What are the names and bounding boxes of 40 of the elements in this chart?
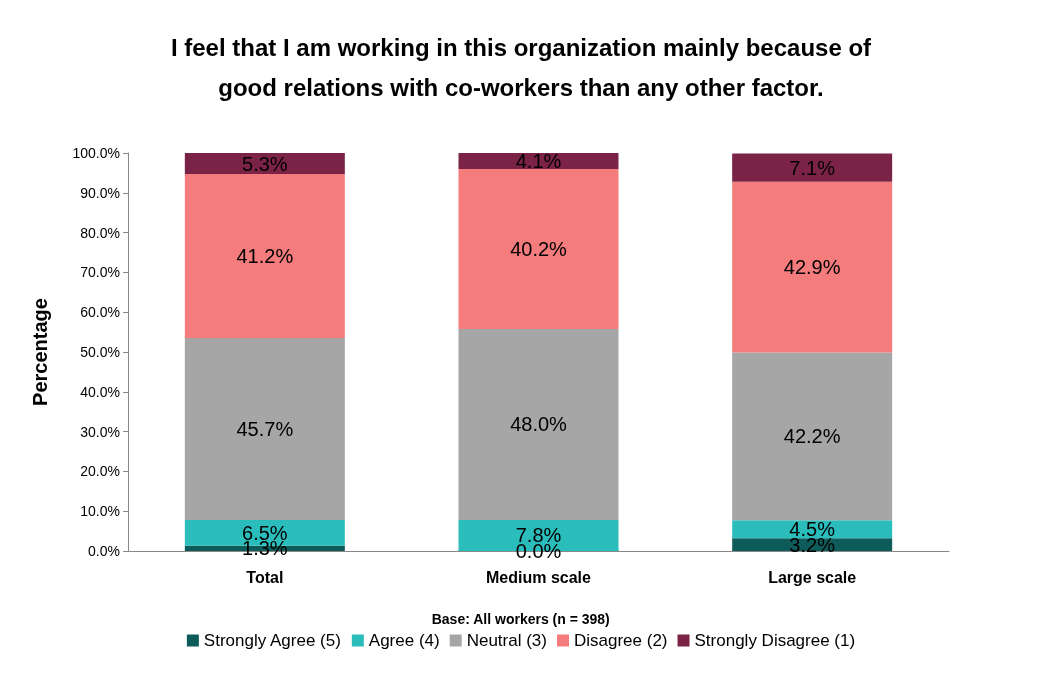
data-label: 41.2% <box>236 245 294 268</box>
legend-label: Disagree (2) <box>573 631 668 650</box>
bar <box>458 168 619 329</box>
legend-label: Strongly Disagree (1) <box>694 631 856 650</box>
bar <box>184 153 345 175</box>
bar <box>458 328 619 520</box>
legend-label: Neutral (3) <box>466 631 547 650</box>
data-label: 42.2% <box>783 425 841 448</box>
y-axis-title: Percentage <box>29 298 51 406</box>
bar <box>184 174 345 339</box>
x-tick-label: Total <box>246 568 284 586</box>
data-label: 7.1% <box>789 156 836 179</box>
data-label: 42.9% <box>783 256 841 279</box>
data-label: 40.2% <box>510 237 568 260</box>
data-label: 5.3% <box>242 152 288 175</box>
y-tick-label: 60.0% <box>80 304 120 321</box>
y-tick-label: 90.0% <box>80 184 120 201</box>
x-tick-label: Medium scale <box>486 568 592 586</box>
y-tick-label: 20.0% <box>80 463 120 480</box>
bar <box>184 338 345 520</box>
y-tick-label: 10.0% <box>80 503 120 520</box>
bar <box>732 352 893 521</box>
data-label: 48.0% <box>510 413 568 436</box>
legend-label: Strongly Agree (5) <box>203 631 341 650</box>
bar <box>732 520 893 539</box>
y-tick-label: 40.0% <box>80 383 120 400</box>
bar <box>732 153 893 182</box>
legend-label: Agree (4) <box>368 631 440 650</box>
data-label: 45.7% <box>236 418 294 441</box>
data-label: 4.1% <box>515 149 562 172</box>
y-tick-label: 70.0% <box>80 264 120 281</box>
y-tick-label: 50.0% <box>80 344 120 360</box>
text: Base: All workers (n = 398) <box>431 611 610 627</box>
y-tick-label: 30.0% <box>80 423 120 440</box>
y-tick-label: 0.0% <box>88 543 120 559</box>
x-tick-label: Large scale <box>768 568 857 586</box>
bar <box>732 181 893 353</box>
y-tick-label: 100.0% <box>72 145 120 161</box>
y-tick-label: 80.0% <box>80 224 120 241</box>
chart-title: I feel that I am working in this organization mainly because of good relations with co-workers than any other factor. <box>170 33 873 101</box>
